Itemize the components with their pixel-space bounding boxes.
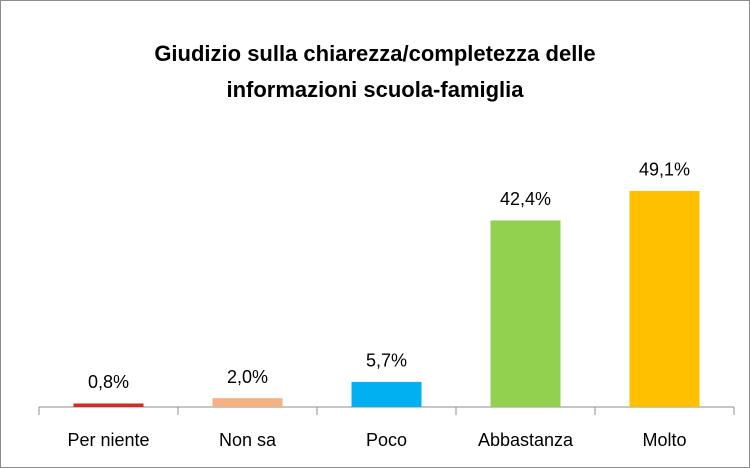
data-label: 2,0% (227, 367, 268, 387)
x-tick-label: Molto (642, 430, 686, 450)
bar (351, 381, 422, 407)
x-tick-label: Per niente (67, 430, 149, 450)
chart-title: Giudizio sulla chiarezza/completezza del… (154, 41, 596, 102)
bar (629, 190, 700, 407)
bar (73, 403, 144, 407)
bar (490, 220, 561, 407)
x-tick-label: Poco (366, 430, 407, 450)
data-label: 5,7% (366, 351, 407, 371)
data-label: 49,1% (639, 160, 690, 180)
bar (212, 398, 283, 407)
x-tick-label: Abbastanza (478, 430, 574, 450)
x-tick-label: Non sa (219, 430, 277, 450)
data-label: 42,4% (500, 189, 551, 209)
data-label: 0,8% (88, 372, 129, 392)
